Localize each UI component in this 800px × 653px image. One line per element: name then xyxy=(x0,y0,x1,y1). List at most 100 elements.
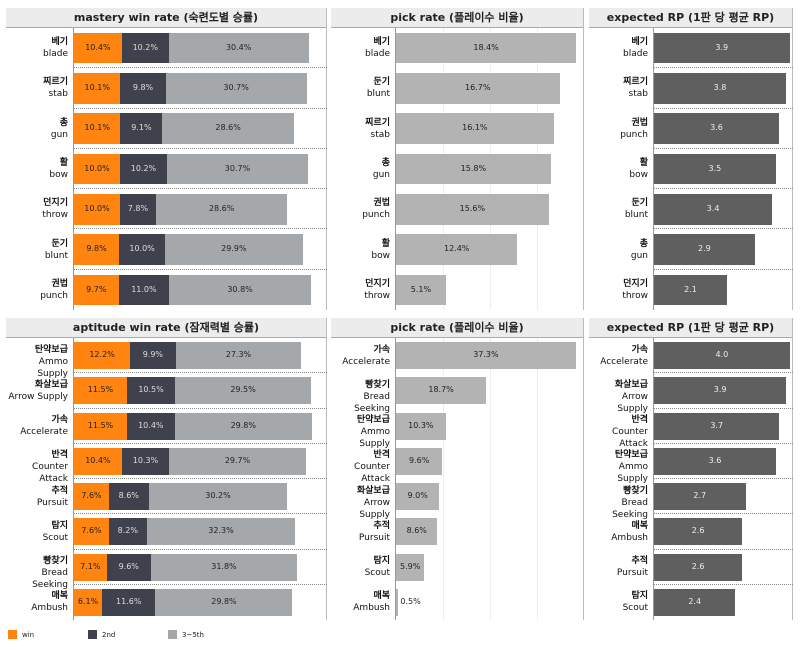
data-label: 10.4% xyxy=(138,420,164,430)
category-label-ko: 탐지 xyxy=(631,591,648,602)
data-label: 3.6 xyxy=(708,455,722,465)
data-label: 10.4% xyxy=(85,42,111,52)
category-label-en: Ammo Supply xyxy=(37,356,68,379)
category-label: 매복 Ambush xyxy=(331,590,390,614)
row-separator xyxy=(74,107,327,109)
row-separator xyxy=(74,407,327,409)
bar-2nd: 10.3% xyxy=(121,447,170,475)
category-label: 가속 Accelerate xyxy=(6,414,68,438)
category-label-en: Arrow Supply xyxy=(359,497,390,520)
data-label: 12.2% xyxy=(89,350,115,360)
category-label-en: Scout xyxy=(42,532,68,543)
category-label-en: bow xyxy=(371,250,390,261)
category-label-en: throw xyxy=(364,290,390,301)
category-label-ko: 탄약보급 xyxy=(34,344,68,355)
category-label-ko: 총 xyxy=(381,158,390,168)
chart-panel: expected RP (1판 당 평균 RP) 3.9 3.8 3.6 3.5 3.4 2… xyxy=(589,8,793,310)
legend-label: win xyxy=(22,630,35,639)
bar-3-5th: 29.8% xyxy=(174,412,312,440)
category-label-ko: 추적 xyxy=(631,556,648,567)
category-label-en: Scout xyxy=(622,603,648,614)
category-label: 화살보급 Arrow Supply xyxy=(6,379,68,403)
category-label-en: stab xyxy=(628,89,648,100)
category-label: 베기 blade xyxy=(589,36,648,60)
data-label: 29.7% xyxy=(224,455,251,465)
data-label: 30.7% xyxy=(224,163,251,173)
data-label: 3.6 xyxy=(710,123,723,133)
category-label-ko: 던지기 xyxy=(623,278,648,289)
category-label-en: bow xyxy=(49,170,68,180)
row-separator xyxy=(654,407,793,409)
bar-expected-rp: 3.6 xyxy=(654,113,780,144)
category-label-en: Counter Attack xyxy=(32,462,68,485)
category-label-en: Ambush xyxy=(31,603,68,614)
row-separator xyxy=(74,478,327,479)
bar-3-5th: 30.7% xyxy=(166,153,309,185)
data-label: 7.8% xyxy=(127,203,149,213)
bar-2nd: 9.1% xyxy=(120,113,163,144)
category-label-en: Pursuit xyxy=(358,532,390,543)
category-label: 권법 punch xyxy=(6,278,68,302)
data-label: 15.8% xyxy=(460,163,487,173)
category-label-ko: 활 xyxy=(639,158,648,168)
category-label-ko: 둔기 xyxy=(631,198,648,209)
category-label: 탐지 Scout xyxy=(6,520,68,544)
data-label: 8.6% xyxy=(118,491,139,501)
data-label: 10.0% xyxy=(84,203,110,213)
data-label: 29.5% xyxy=(230,385,256,395)
data-label: 0.5% xyxy=(400,596,421,606)
data-label: 11.5% xyxy=(87,385,114,395)
row-separator xyxy=(74,228,327,230)
category-label: 베기 blade xyxy=(331,36,390,60)
bar-pick-rate: 5.1% xyxy=(396,274,446,306)
category-label-en: punch xyxy=(620,129,648,140)
bar-win: 7.6% xyxy=(74,483,109,510)
gridline xyxy=(443,338,444,620)
category-label-en: blunt xyxy=(44,250,68,261)
bar-2nd: 10.2% xyxy=(121,32,169,64)
data-label: 3.9 xyxy=(715,42,729,52)
bar-3-5th: 32.3% xyxy=(146,518,296,546)
category-label-ko: 찌르기 xyxy=(623,77,648,88)
data-label: 37.3% xyxy=(473,350,499,360)
category-label: 활 bow xyxy=(331,238,390,262)
category-label: 추적 Pursuit xyxy=(6,485,68,509)
bar-expected-rp: 4.0 xyxy=(654,342,790,369)
data-label: 10.2% xyxy=(132,42,158,52)
category-label-en: gun xyxy=(372,170,390,180)
category-label: 권법 punch xyxy=(331,197,390,221)
bar-pick-rate: 8.6% xyxy=(396,518,438,546)
category-label-en: punch xyxy=(40,290,68,301)
bar-win: 10.1% xyxy=(74,73,121,104)
data-label: 10.0% xyxy=(129,244,155,254)
bar-2nd: 9.6% xyxy=(106,553,151,581)
bar-expected-rp: 2.6 xyxy=(654,518,743,546)
bar-win: 11.5% xyxy=(74,412,127,440)
category-label-en: Accelerate xyxy=(600,356,648,367)
bar-2nd: 9.9% xyxy=(130,342,176,369)
data-label: 6.1% xyxy=(77,596,99,606)
data-label: 10.2% xyxy=(130,163,157,173)
bar-pick-rate: 10.3% xyxy=(396,412,446,440)
bar-expected-rp: 2.1 xyxy=(654,274,727,306)
data-label: 3.5 xyxy=(708,163,722,173)
bar-3-5th: 29.7% xyxy=(169,447,306,475)
category-label: 권법 punch xyxy=(589,117,648,141)
category-label-ko: 빵찾기 xyxy=(43,556,68,567)
row-separator xyxy=(74,548,327,550)
category-label: 활 bow xyxy=(589,157,648,181)
bar-expected-rp: 3.5 xyxy=(654,153,776,185)
data-label: 3.7 xyxy=(710,420,724,430)
category-label-ko: 반격 xyxy=(51,450,68,461)
row-separator xyxy=(74,67,327,69)
row-separator xyxy=(654,268,793,270)
legend-label: 2nd xyxy=(102,630,116,639)
bar-2nd: 9.8% xyxy=(120,73,166,104)
category-label-en: throw xyxy=(622,290,648,301)
bar-3-5th: 30.8% xyxy=(169,274,311,306)
bar-3-5th: 30.2% xyxy=(148,483,288,510)
row-separator xyxy=(654,442,793,444)
data-label: 7.6% xyxy=(81,526,102,536)
chart-panel: pick rate (플레이수 비율) 37.3% 18.7% 10.3% 9.6% 9.… xyxy=(331,318,584,620)
category-label-en: Ambush xyxy=(611,532,648,543)
